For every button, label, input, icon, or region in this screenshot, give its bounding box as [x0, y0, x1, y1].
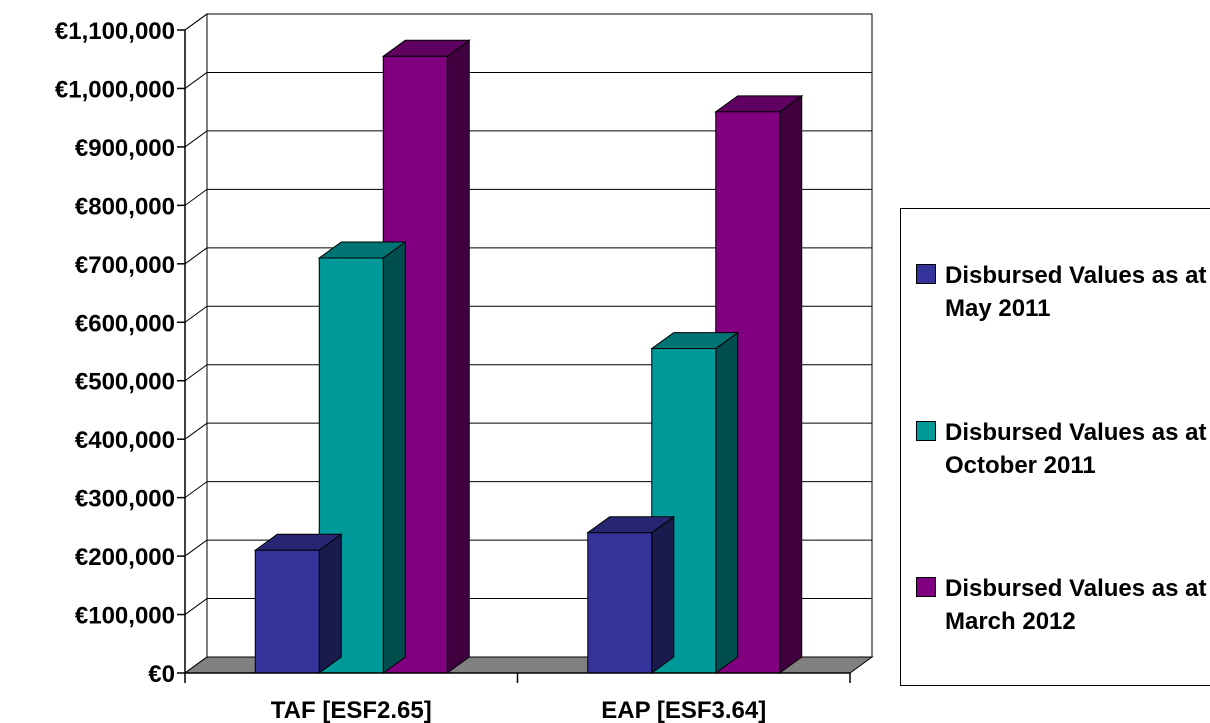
y-tick-label: €400,000: [75, 427, 175, 454]
bar-side: [651, 515, 675, 674]
legend-label-may-2011: Disbursed Values as at May 2011: [945, 262, 1207, 322]
x-axis-category-labels: TAF [ESF2.65] EAP [ESF3.64]: [271, 697, 766, 723]
y-tick-label: €800,000: [75, 193, 175, 220]
bars: [253, 39, 804, 674]
x-category-label: TAF [ESF2.65]: [271, 697, 432, 723]
bar-side: [446, 39, 470, 674]
bar-side: [382, 240, 406, 674]
x-category-label: EAP [ESF3.64]: [601, 697, 766, 723]
gridline-side: [184, 422, 208, 440]
y-axis-tick-labels: €0 €100,000 €200,000 €300,000 €400,000 €500,0…: [55, 18, 175, 688]
gridline-side: [184, 13, 208, 31]
y-tick-label: €0: [148, 661, 175, 688]
legend-label-october-2011: Disbursed Values as at October 2011: [945, 419, 1207, 479]
bar: [253, 533, 343, 674]
y-tick-label: €1,000,000: [55, 76, 175, 103]
legend-swatch-may-2011: [916, 264, 936, 284]
y-tick-label: €300,000: [75, 486, 175, 513]
y-tick-label: €700,000: [75, 252, 175, 279]
y-tick-label: €1,100,000: [55, 18, 175, 45]
gridline-side: [184, 539, 208, 557]
bar-front: [254, 549, 320, 674]
legend-item-october-2011: Disbursed Values as at October 2011: [916, 416, 1210, 482]
y-tick-label: €100,000: [75, 603, 175, 630]
bar-front: [587, 532, 653, 674]
gridline-side: [184, 72, 208, 89]
y-tick-label: €500,000: [75, 369, 175, 396]
bar-side: [779, 94, 803, 674]
gridline-side: [184, 598, 208, 615]
gridline-side: [184, 188, 208, 206]
side-wall: [184, 13, 208, 674]
y-tick-label: €600,000: [75, 310, 175, 337]
gridline-side: [184, 247, 208, 265]
bar: [586, 515, 676, 674]
legend-swatch-october-2011: [916, 421, 936, 441]
legend-swatch-march-2012: [916, 577, 936, 597]
legend: Disbursed Values as at May 2011 Disburse…: [900, 208, 1210, 686]
y-tick-label: €900,000: [75, 135, 175, 162]
bar-side: [715, 331, 739, 674]
y-tick-label: €200,000: [75, 544, 175, 571]
gridline-side: [184, 130, 208, 148]
legend-item-march-2012: Disbursed Values as at March 2012: [916, 572, 1210, 638]
gridline-side: [184, 364, 208, 382]
legend-item-may-2011: Disbursed Values as at May 2011: [916, 259, 1210, 325]
legend-label-march-2012: Disbursed Values as at March 2012: [945, 575, 1207, 635]
gridline-side: [184, 481, 208, 499]
bar-side: [318, 533, 342, 674]
gridline-side: [184, 305, 208, 323]
axes: [177, 29, 851, 683]
